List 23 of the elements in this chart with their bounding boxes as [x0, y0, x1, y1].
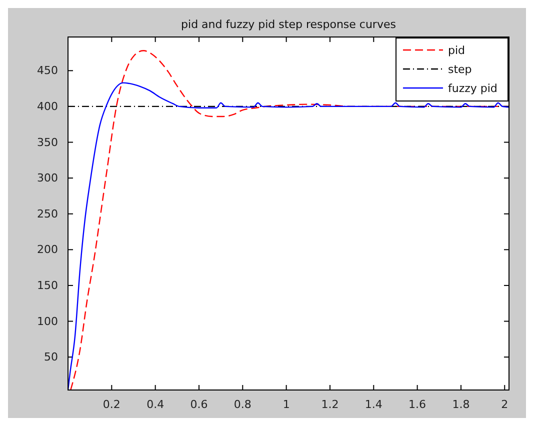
y-tick-label: 250: [37, 207, 58, 220]
x-tick-label: 2: [501, 398, 508, 411]
y-tick-label: 300: [37, 172, 58, 185]
y-tick-label: 50: [44, 350, 58, 364]
legend-label: fuzzy pid: [448, 82, 498, 95]
x-tick-label: 0.4: [146, 398, 164, 411]
y-tick-label: 150: [37, 278, 58, 292]
y-tick-label: 450: [37, 64, 58, 78]
x-tick-label: 1.8: [452, 398, 470, 411]
legend-label: step: [448, 63, 472, 76]
x-tick-label: 0.6: [190, 398, 208, 411]
x-tick-label: 0.8: [234, 398, 252, 411]
legend-label: pid: [448, 44, 466, 57]
y-tick-label: 350: [37, 136, 58, 149]
x-tick-label: 1.2: [321, 398, 339, 411]
y-tick-label: 200: [37, 243, 58, 256]
y-tick-label: 100: [37, 314, 58, 328]
y-tick-label: 400: [37, 100, 58, 113]
x-tick-label: 1.4: [364, 398, 382, 411]
chart-title: pid and fuzzy pid step response curves: [181, 18, 396, 31]
x-tick-label: 0.2: [102, 398, 120, 411]
x-tick-label: 1.6: [408, 398, 426, 411]
x-tick-label: 1: [282, 398, 290, 411]
